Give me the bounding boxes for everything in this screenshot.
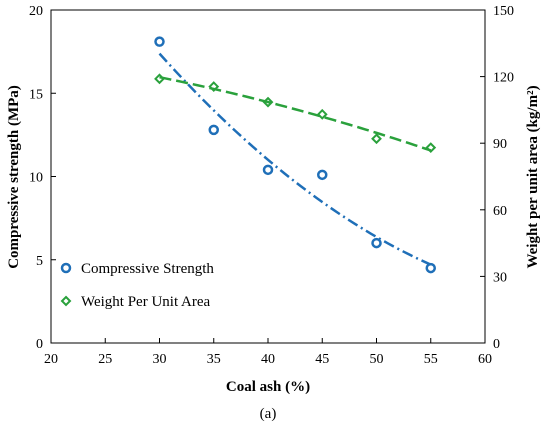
data-point-compressive-strength	[154, 36, 165, 47]
trend-lines	[158, 52, 432, 266]
data-point-compressive-strength	[208, 124, 219, 136]
x-axis-title: Coal ash (%)	[226, 379, 310, 395]
data-point-weight-per-unit-area	[425, 142, 437, 154]
x-tick-label: 20	[44, 352, 58, 367]
x-tick-label: 30	[153, 352, 167, 367]
right-y-tick-label: 30	[493, 270, 507, 285]
left-y-axis-ticks: 0 5 10 15 20	[29, 4, 56, 352]
right-y-tick-label: 90	[493, 137, 507, 152]
legend-label-weight-per-unit-area: Weight Per Unit Area	[81, 294, 211, 310]
x-tick-label: 25	[98, 352, 112, 367]
data-point-weight-per-unit-area	[154, 73, 165, 85]
data-point-weight-per-unit-area	[208, 81, 220, 93]
legend-marker-compressive-strength	[60, 262, 72, 274]
data-point-compressive-strength	[317, 169, 328, 181]
trend-line-compressive-strength	[158, 52, 432, 266]
x-tick-label: 50	[370, 352, 384, 367]
right-y-axis-ticks: 0 30 60 90 120 150	[480, 4, 514, 352]
left-y-tick-label: 10	[29, 171, 43, 186]
data-point-weight-per-unit-area	[316, 108, 328, 120]
x-tick-label: 35	[207, 352, 221, 367]
left-y-axis-title: Compressive strength (MPa)	[6, 85, 22, 269]
x-tick-label: 40	[261, 352, 275, 367]
x-tick-label: 55	[424, 352, 438, 367]
x-tick-label: 60	[478, 352, 492, 367]
right-y-axis-title: Weight per unit area (kg/m²)	[525, 85, 541, 268]
figure-caption: (a)	[260, 406, 277, 422]
left-y-tick-label: 5	[36, 254, 43, 269]
right-y-tick-label: 120	[493, 71, 514, 86]
right-y-tick-label: 60	[493, 204, 507, 219]
right-y-tick-label: 150	[493, 4, 514, 19]
trend-line-weight-per-unit-area	[159, 75, 432, 152]
right-y-tick-label: 0	[493, 337, 500, 352]
data-point-weight-per-unit-area	[371, 133, 382, 145]
x-axis-ticks: 20 25 30 35 40 45 50 55 60	[44, 338, 492, 367]
x-tick-label: 45	[315, 352, 329, 367]
legend: Compressive Strength Weight Per Unit Are…	[60, 261, 214, 310]
legend-marker-weight-per-unit-area	[60, 295, 72, 307]
legend-label-compressive-strength: Compressive Strength	[81, 261, 214, 277]
left-y-tick-label: 15	[29, 87, 43, 102]
data-point-compressive-strength	[262, 164, 274, 176]
data-point-compressive-strength	[425, 262, 436, 274]
data-point-weight-per-unit-area	[262, 96, 274, 108]
data-points	[154, 36, 437, 274]
left-y-tick-label: 20	[29, 4, 43, 19]
data-point-compressive-strength	[371, 237, 382, 249]
left-y-tick-label: 0	[36, 337, 43, 352]
